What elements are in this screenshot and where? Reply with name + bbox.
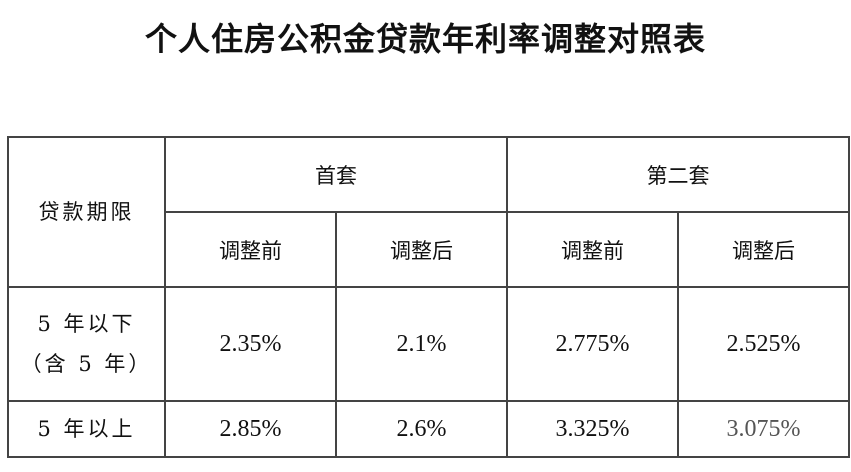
page-title: 个人住房公积金贷款年利率调整对照表 (144, 20, 706, 58)
term-cell: 5 年以下 （含 5 年） (7, 286, 166, 402)
rate-cell: 2.1% (335, 286, 508, 402)
rate-cell: 2.525% (677, 286, 850, 402)
subheader: 调整后 (677, 211, 850, 288)
rate-cell: 2.775% (506, 286, 679, 402)
term-line: （含 5 年） (20, 352, 153, 376)
rate-cell: 3.075% (677, 400, 850, 458)
term-header: 贷款期限 (7, 136, 166, 288)
rate-cell: 2.6% (335, 400, 508, 458)
header-row-groups: 贷款期限 首套 第二套 (7, 136, 850, 288)
rate-cell: 3.325% (506, 400, 679, 458)
rate-cell: 2.35% (164, 286, 337, 402)
table-row: 5 年以下 （含 5 年） 2.35% 2.1% 2.775% 2.525% (7, 286, 850, 402)
group-header-first-home: 首套 (164, 136, 508, 213)
subheader: 调整前 (164, 211, 337, 288)
term-line: 5 年以下 (37, 312, 136, 336)
subheader: 调整后 (335, 211, 508, 288)
subheader: 调整前 (506, 211, 679, 288)
rate-comparison-table: 贷款期限 首套 第二套 调整前 调整后 调整前 调整后 5 年以下 （含 5 年… (7, 136, 850, 458)
header-row-sub: 调整前 调整后 调整前 调整后 (8, 211, 850, 288)
table-row: 5 年以上 2.85% 2.6% 3.325% 3.075% (7, 400, 850, 458)
group-header-second-home: 第二套 (506, 136, 850, 213)
rate-cell: 2.85% (164, 400, 337, 458)
term-cell: 5 年以上 (7, 400, 166, 458)
